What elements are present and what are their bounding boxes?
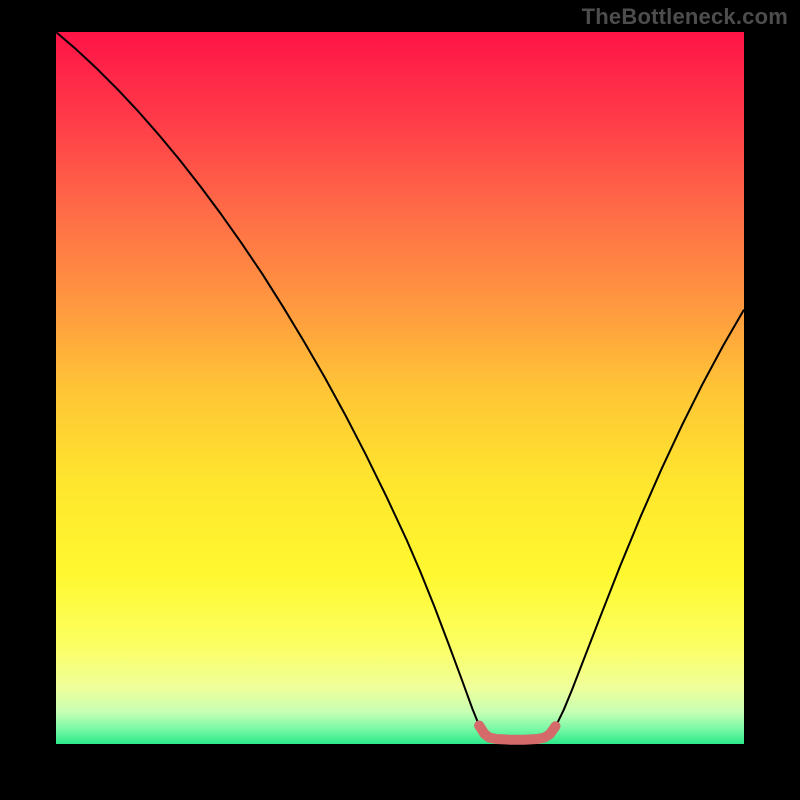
watermark-text: TheBottleneck.com: [582, 4, 788, 30]
chart-background: [56, 32, 744, 744]
bottleneck-chart: [0, 0, 800, 800]
chart-container: TheBottleneck.com: [0, 0, 800, 800]
